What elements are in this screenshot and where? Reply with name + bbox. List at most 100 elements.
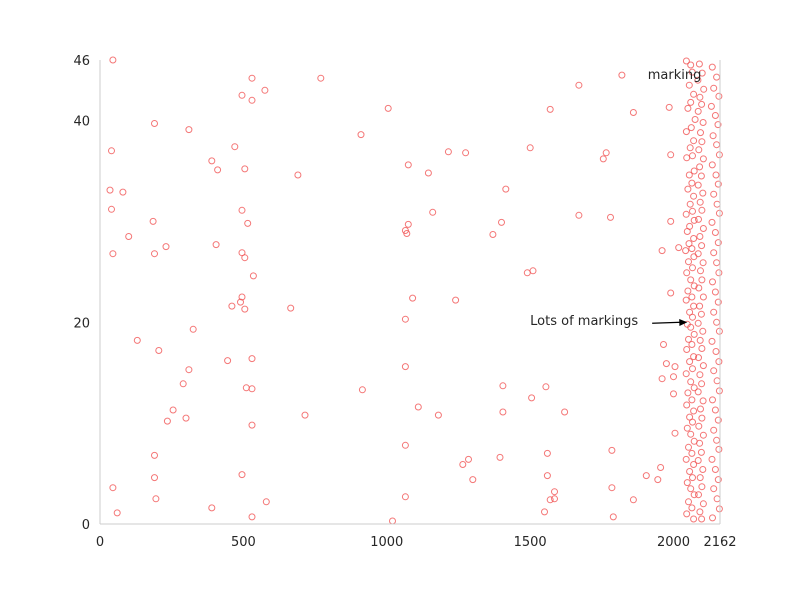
data-point [710, 367, 718, 375]
data-point [712, 171, 720, 179]
data-point [684, 287, 692, 295]
data-point [561, 408, 569, 416]
data-point [690, 253, 698, 261]
data-point [208, 157, 216, 165]
data-point [698, 242, 706, 250]
data-point [683, 228, 691, 235]
data-point [575, 81, 583, 89]
data-point [710, 249, 718, 257]
data-point [699, 362, 707, 370]
data-point [228, 302, 236, 310]
data-point [713, 141, 721, 149]
data-point [687, 378, 695, 386]
data-point [238, 91, 246, 99]
data-point [667, 289, 675, 297]
data-point [711, 466, 719, 473]
y-tick-labels: 0 20 40 46 [73, 54, 90, 533]
data-point [698, 515, 706, 523]
data-point [528, 394, 536, 402]
data-point [682, 57, 690, 65]
data-point [686, 413, 694, 421]
data-point [241, 254, 249, 262]
data-point [685, 240, 693, 248]
data-point [699, 225, 707, 232]
data-point [526, 144, 534, 152]
data-point [686, 468, 694, 475]
data-point [713, 436, 721, 444]
data-point [698, 69, 706, 77]
data-point [429, 208, 437, 216]
data-point [690, 192, 698, 200]
data-point [689, 365, 696, 373]
data-point [248, 385, 256, 393]
data-point [713, 377, 721, 385]
data-point [434, 411, 442, 419]
data-point [696, 336, 704, 344]
data-point [502, 185, 510, 193]
data-point [714, 298, 722, 306]
data-point [715, 387, 723, 395]
data-point [404, 161, 412, 169]
data-point [185, 366, 193, 374]
data-point [465, 455, 472, 463]
data-point [499, 408, 507, 416]
data-point [695, 354, 702, 362]
data-point [687, 323, 695, 331]
data-point [237, 298, 244, 306]
data-point [686, 144, 694, 152]
data-point [682, 296, 690, 304]
data-point [683, 510, 691, 518]
data-point [713, 495, 721, 503]
data-point [242, 384, 250, 392]
data-point [694, 107, 702, 115]
data-point [660, 341, 667, 348]
data-point [685, 258, 692, 266]
data-point [688, 245, 696, 253]
data-point [690, 491, 698, 499]
data-point [658, 375, 666, 383]
data-point [690, 461, 698, 468]
data-point [687, 430, 695, 438]
data-point [688, 504, 696, 512]
data-point [709, 132, 717, 140]
data-point [358, 386, 366, 394]
data-point [541, 508, 548, 516]
data-point [686, 358, 694, 366]
data-point [169, 406, 177, 414]
data-point [404, 220, 412, 228]
data-point [708, 337, 716, 345]
data-point [543, 472, 551, 480]
data-point [715, 209, 723, 217]
data-point [667, 217, 675, 225]
data-point [452, 296, 460, 304]
data-point [152, 495, 160, 503]
data-point [682, 247, 690, 255]
data-point [711, 406, 719, 414]
data-point [697, 448, 705, 456]
data-point [682, 455, 690, 463]
data-point [697, 172, 705, 180]
data-point [238, 471, 246, 479]
x-tick-label: 1500 [514, 535, 547, 550]
data-point [523, 269, 531, 277]
x-tick-label: 0 [96, 535, 104, 550]
data-point [710, 426, 718, 434]
data-point [698, 206, 706, 214]
data-point [696, 474, 704, 482]
data-point [248, 96, 256, 104]
data-point [683, 154, 691, 162]
data-point [607, 213, 614, 221]
data-point [696, 93, 704, 101]
data-point [317, 74, 325, 82]
data-point [699, 431, 707, 439]
data-point [699, 500, 707, 508]
x-tick-label: 1000 [370, 535, 403, 550]
data-point [658, 247, 666, 255]
data-point [713, 73, 721, 81]
data-point [155, 347, 163, 354]
data-point [489, 231, 497, 238]
data-point [224, 357, 232, 365]
data-point [357, 131, 365, 139]
data-point [695, 60, 703, 68]
data-point [214, 166, 222, 174]
